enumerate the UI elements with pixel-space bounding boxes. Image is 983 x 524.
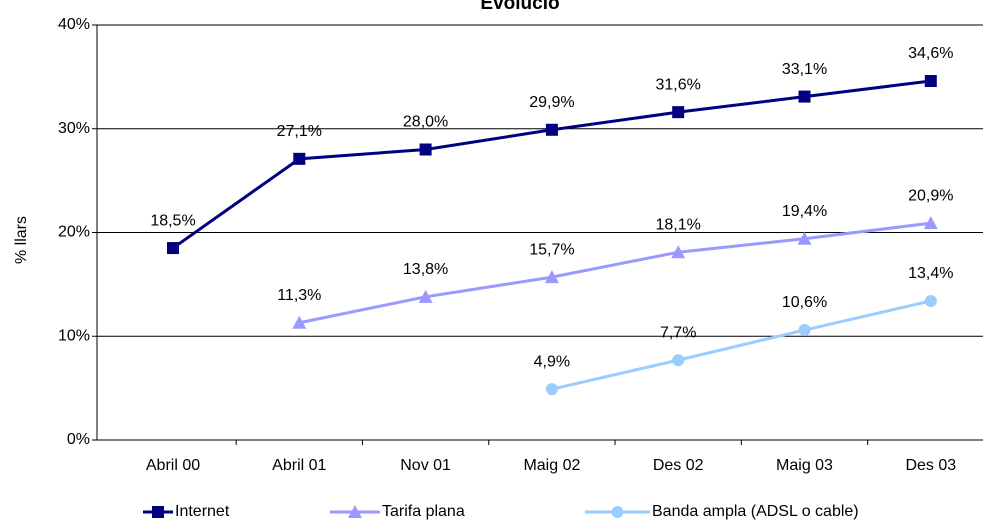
data-label: 20,9% — [908, 187, 953, 204]
marker — [924, 75, 937, 88]
y-tick-label: 20% — [58, 224, 90, 241]
data-label: 19,4% — [782, 203, 827, 220]
marker — [418, 289, 433, 303]
data-label: 31,6% — [656, 76, 701, 93]
marker — [797, 231, 812, 245]
data-label: 18,5% — [150, 212, 195, 229]
y-tick-label: 30% — [58, 120, 90, 137]
marker — [798, 90, 811, 103]
data-label: 13,8% — [403, 261, 448, 278]
marker — [545, 123, 558, 136]
marker — [167, 242, 179, 255]
marker — [293, 152, 306, 165]
marker — [798, 324, 811, 337]
x-tick-label: Maig 02 — [523, 457, 580, 474]
data-label: 4,9% — [534, 353, 570, 370]
marker — [671, 245, 686, 259]
data-label: 18,1% — [656, 216, 701, 233]
marker — [545, 383, 558, 396]
series-line — [551, 299, 932, 391]
marker — [923, 216, 938, 230]
legend-label: Banda ampla (ADSL o cable) — [652, 503, 859, 520]
data-label: 13,4% — [908, 265, 953, 282]
marker — [292, 315, 307, 329]
y-tick-label: 0% — [67, 431, 90, 448]
x-tick-label: Abril 01 — [272, 457, 326, 474]
data-label: 11,3% — [277, 287, 321, 304]
x-tick-label: Maig 03 — [776, 457, 833, 474]
y-axis-label: % llars — [13, 216, 30, 264]
x-tick-label: Nov 01 — [400, 457, 451, 474]
data-label: 10,6% — [782, 294, 827, 311]
marker — [348, 505, 362, 518]
marker — [152, 506, 164, 518]
marker — [611, 506, 624, 518]
x-tick-label: Abril 00 — [146, 457, 200, 474]
data-label: 29,9% — [529, 94, 574, 111]
marker — [672, 106, 685, 119]
data-label: 28,0% — [403, 114, 448, 131]
series-line — [298, 221, 931, 325]
legend-label: Tarifa plana — [382, 503, 465, 520]
chart-title: Evolució — [480, 0, 559, 14]
y-tick-label: 10% — [58, 327, 90, 344]
marker — [544, 270, 559, 284]
data-label: 27,1% — [277, 123, 322, 140]
x-tick-label: Des 02 — [653, 457, 704, 474]
x-tick-label: Des 03 — [905, 457, 956, 474]
marker — [672, 354, 685, 367]
marker — [924, 294, 937, 307]
marker — [419, 143, 432, 156]
legend-label: Internet — [175, 503, 230, 520]
data-label: 15,7% — [529, 241, 574, 258]
data-label: 33,1% — [782, 61, 827, 78]
y-tick-label: 40% — [58, 16, 90, 33]
data-label: 7,7% — [660, 324, 696, 341]
data-label: 34,6% — [908, 45, 953, 62]
